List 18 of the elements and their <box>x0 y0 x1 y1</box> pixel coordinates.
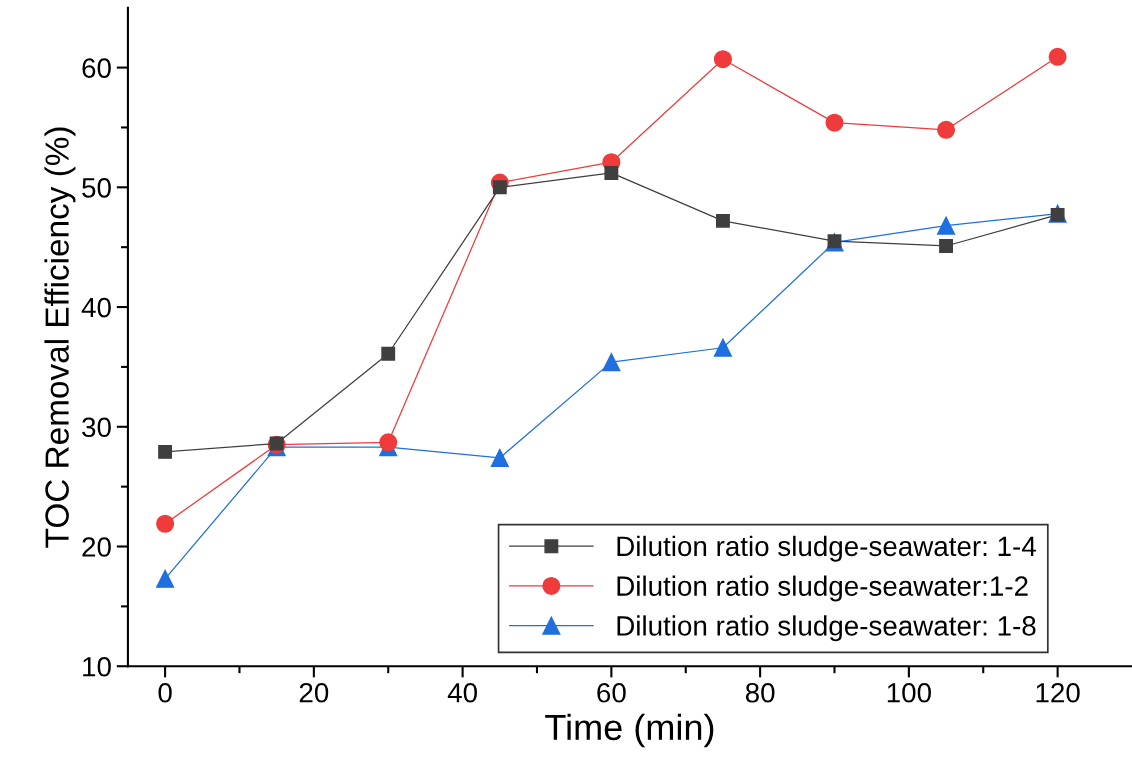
y-tick-label: 20 <box>82 537 111 557</box>
x-tick-label: 0 <box>158 682 172 703</box>
legend-label: Dilution ratio sludge-seawater:1-2 <box>617 575 1028 602</box>
x-tick-label: 40 <box>447 682 477 703</box>
y-tick-label: 10 <box>83 656 111 677</box>
x-tick-label: 60 <box>597 682 626 703</box>
y-axis-title: TOC Removal Efficiency (%) <box>44 127 76 548</box>
y-tick-label: 50 <box>82 177 111 198</box>
legend-label: Dilution ratio sludge-seawater: 1-8 <box>617 615 1036 642</box>
y-tick-label: 40 <box>81 297 111 318</box>
x-tick-label: 20 <box>299 682 329 703</box>
y-tick-label: 30 <box>82 417 111 438</box>
x-tick-label: 120 <box>1036 682 1080 703</box>
x-axis-title: Time (min) <box>545 713 714 748</box>
y-tick-label: 60 <box>82 58 111 78</box>
x-tick-label: 80 <box>745 682 775 703</box>
legend-label: Dilution ratio sludge-seawater: 1-4 <box>617 535 1036 562</box>
x-tick-label: 100 <box>887 682 931 703</box>
